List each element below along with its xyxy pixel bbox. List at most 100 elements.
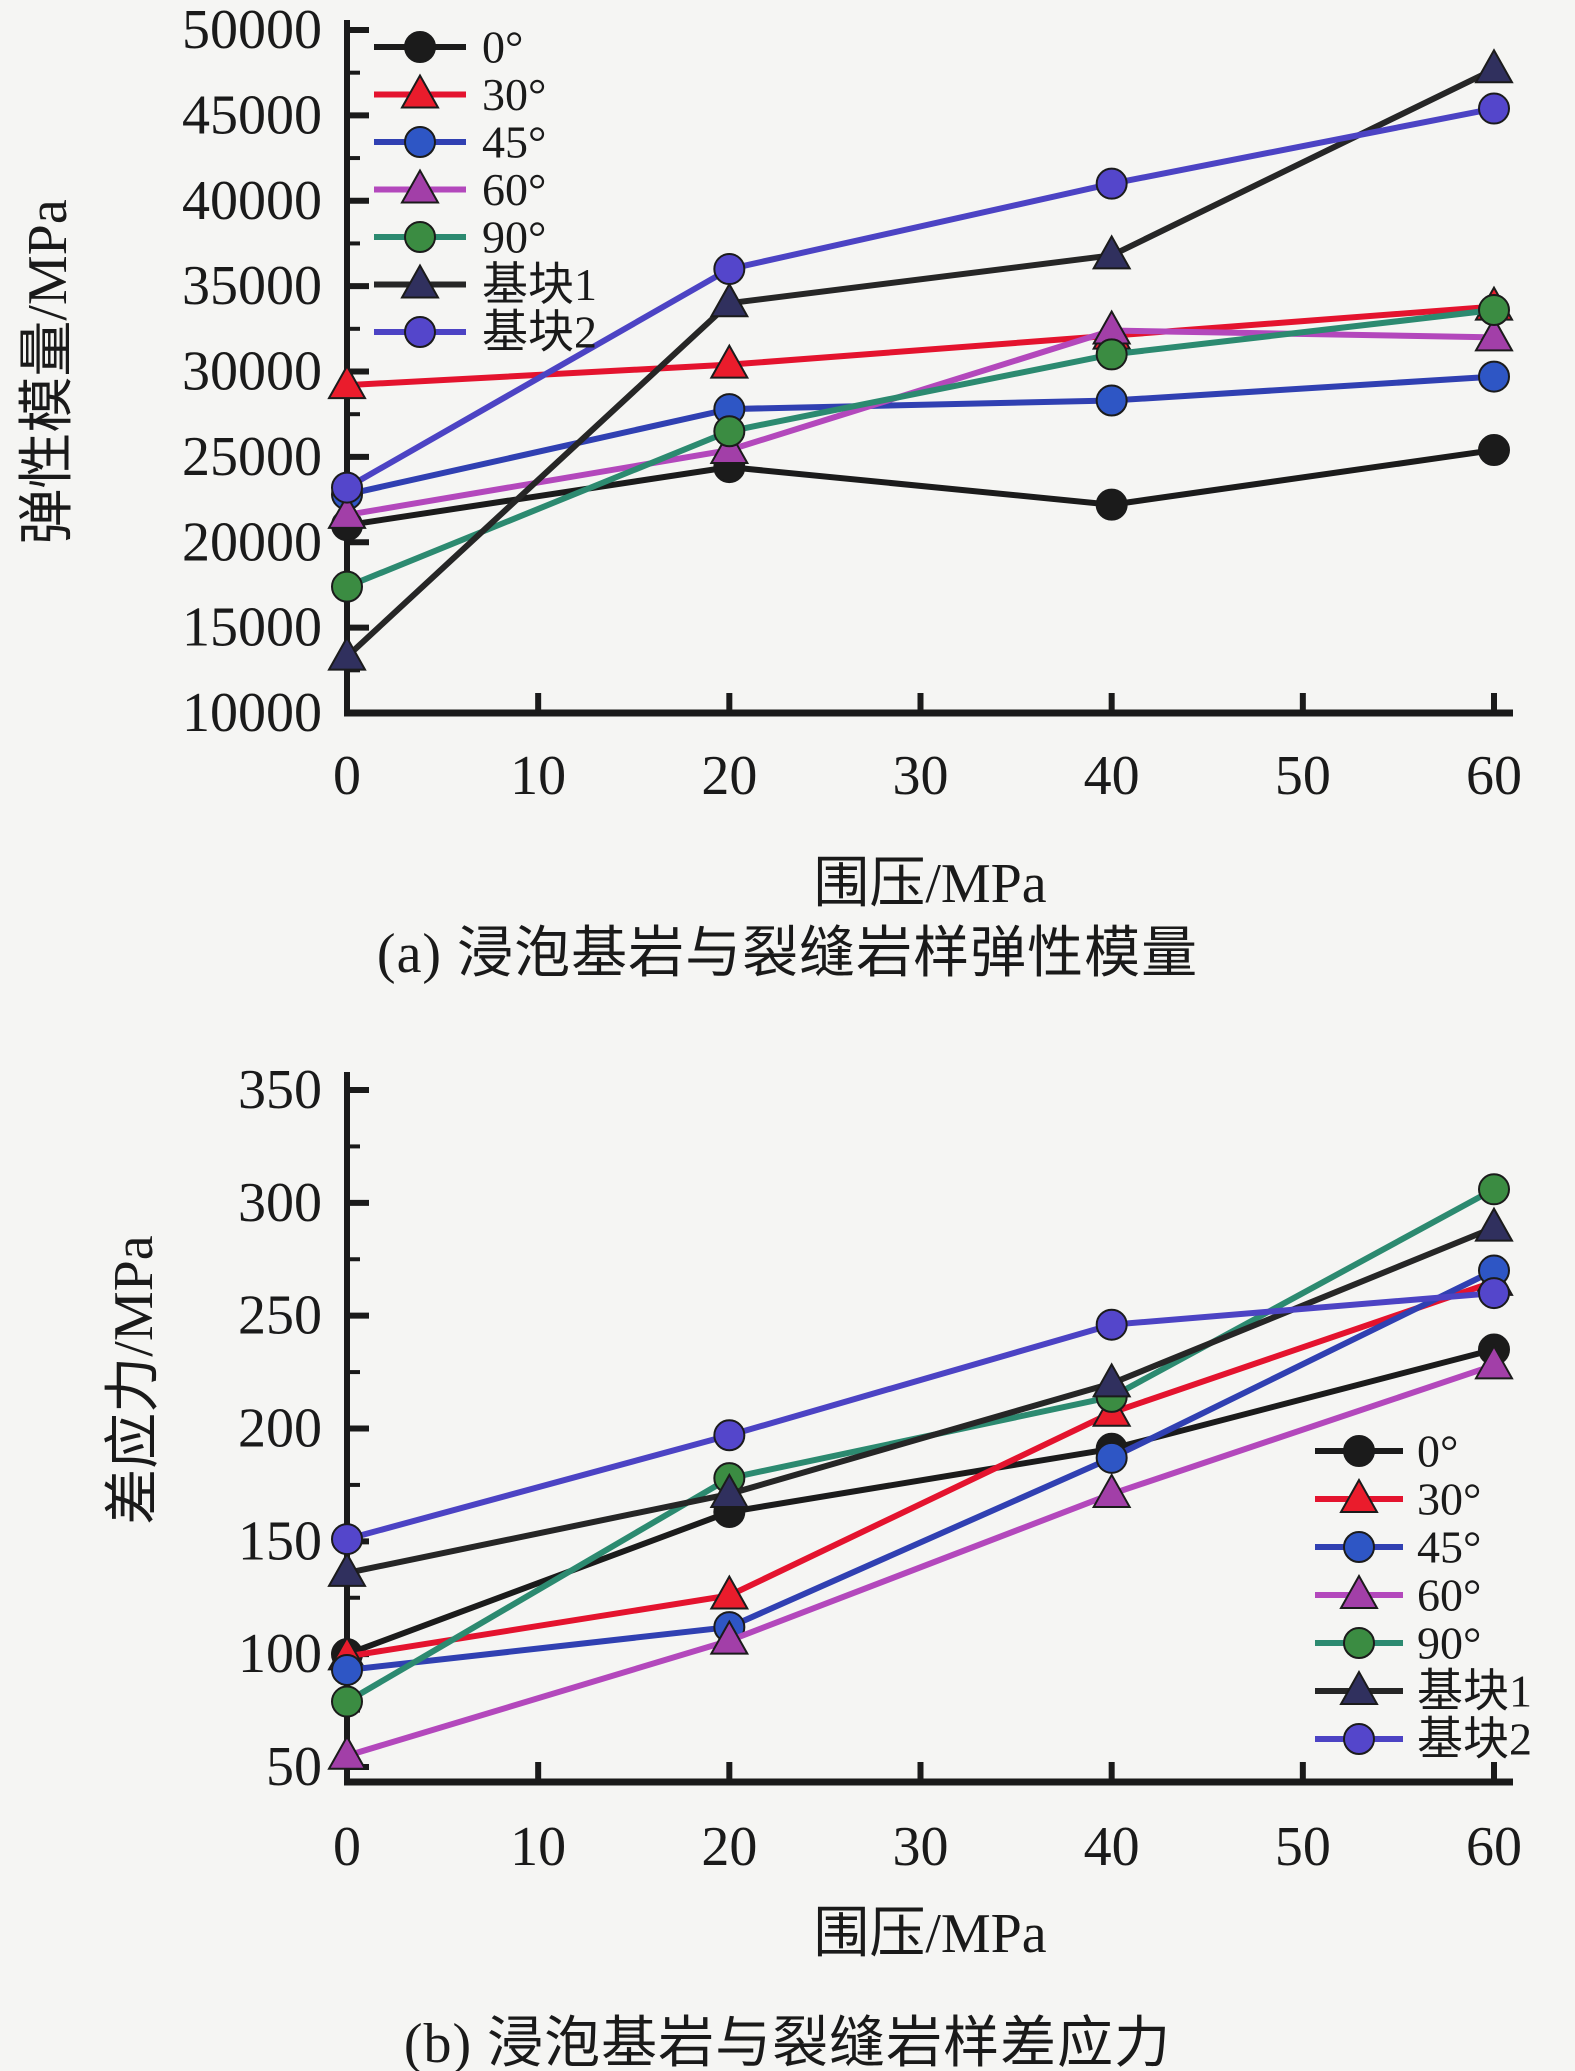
legend-marker-60° [400, 168, 440, 204]
series-marker-60° [1091, 1472, 1132, 1508]
x-tick-label: 50 [1275, 1816, 1331, 1878]
series-marker-基块2 [713, 253, 746, 286]
x-tick-label: 10 [510, 1816, 566, 1878]
series-marker-45° [1478, 360, 1510, 393]
series-line-基块1 [344, 66, 1496, 659]
series-marker-基块1 [1474, 48, 1514, 84]
y-tick-label: 100 [238, 1623, 322, 1685]
chart-a: 10000 15000 20000 25000 30000 35000 40000 45000… [17, 0, 1522, 915]
series-marker-90° [1478, 294, 1510, 327]
series-marker-90° [331, 1685, 363, 1718]
legend-marker-30° [1339, 1477, 1379, 1513]
x-tick-label: 0 [333, 1816, 361, 1878]
legend-marker-60° [1339, 1573, 1379, 1609]
series-marker-60° [327, 1734, 367, 1770]
series-marker-0° [1095, 488, 1128, 521]
legend-marker-90° [1343, 1627, 1375, 1659]
x-tick-label: 10 [510, 745, 566, 807]
y-tick-label: 35000 [182, 255, 322, 317]
chart-b: 50 100 150 200 250 300 350 0 10 20 30 40 50 60 围压/MPa 差… [103, 1059, 1532, 1965]
y-tick-label: 10000 [182, 682, 322, 744]
series-marker-90° [1478, 1173, 1510, 1206]
series-marker-基块1 [1474, 1206, 1514, 1242]
series-line-90° [345, 1186, 1496, 1705]
series-基块2 [331, 1277, 1510, 1556]
series-marker-60° [327, 493, 367, 529]
x-axis-title: 围压/MPa [813, 853, 1046, 915]
x-tick-label: 30 [893, 745, 949, 807]
legend-label-30°: 30° [1417, 1474, 1481, 1525]
series-marker-基块1 [1091, 234, 1132, 270]
series-marker-基块1 [327, 635, 367, 671]
legend-item-0°: 0° [374, 22, 523, 73]
legend-label-基块1: 基块1 [482, 259, 597, 310]
legend-marker-45° [404, 126, 436, 158]
series-marker-基块1 [709, 282, 750, 318]
legend-label-90°: 90° [1417, 1618, 1481, 1669]
legend-item-基块2: 基块2 [374, 307, 597, 358]
axes-b [344, 1072, 1513, 1786]
y-tick-label: 50000 [182, 0, 322, 61]
series-marker-基块2 [713, 1419, 746, 1452]
legend-marker-基块1 [1339, 1669, 1379, 1705]
legend-item-30°: 30° [374, 69, 546, 120]
legend-item-60°: 60° [1315, 1570, 1481, 1621]
series-line-60° [346, 1362, 1495, 1759]
x-tick-label: 40 [1084, 745, 1140, 807]
y-tick-label: 20000 [182, 511, 322, 573]
legend-label-60°: 60° [482, 164, 546, 215]
legend-marker-基块1 [400, 263, 440, 299]
series-marker-90° [1095, 338, 1128, 371]
series-marker-90° [713, 415, 746, 448]
series-line-45° [346, 1267, 1496, 1673]
y-tick-label: 200 [238, 1398, 322, 1460]
series-marker-基块2 [331, 471, 363, 504]
x-tick-label: 60 [1466, 1816, 1522, 1878]
series-marker-基块1 [709, 1472, 750, 1508]
legend-item-基块1: 基块1 [1315, 1666, 1532, 1717]
series-line-0° [346, 447, 1495, 529]
x-tick-label: 50 [1275, 745, 1331, 807]
y-tick-label: 45000 [182, 84, 322, 146]
legend-item-基块1: 基块1 [374, 259, 597, 310]
series-marker-60° [709, 1619, 750, 1655]
series-line-90° [345, 307, 1495, 590]
y-tick-label: 300 [238, 1172, 322, 1234]
x-tick-label: 0 [333, 745, 361, 807]
series-基块2 [331, 92, 1510, 504]
series-45° [331, 360, 1510, 511]
series-line-30° [346, 1278, 1495, 1660]
legend-item-45°: 45° [1315, 1522, 1481, 1573]
series-line-0° [345, 1346, 1495, 1657]
legend-marker-基块2 [404, 316, 436, 348]
x-tick-label: 40 [1084, 1816, 1140, 1878]
legend-item-90°: 90° [1315, 1618, 1481, 1669]
series-90° [331, 1173, 1510, 1718]
series-marker-45° [1095, 384, 1128, 417]
x-tick-label: 20 [701, 1816, 757, 1878]
series-基块1 [327, 48, 1514, 671]
legend-item-基块2: 基块2 [1315, 1714, 1532, 1765]
series-60° [327, 1344, 1514, 1770]
series-marker-基块1 [327, 1551, 367, 1587]
series-基块1 [327, 1206, 1514, 1587]
legend-marker-30° [400, 73, 440, 109]
legend-label-90°: 90° [482, 212, 546, 263]
series-marker-60° [1474, 316, 1514, 352]
legend-label-0°: 0° [482, 22, 523, 73]
legend-label-30°: 30° [482, 69, 546, 120]
x-ticks-a: 0 10 20 30 40 50 60 [333, 693, 1522, 807]
series-line-基块2 [345, 105, 1495, 491]
x-tick-label: 30 [893, 1816, 949, 1878]
legend-label-45°: 45° [1417, 1522, 1481, 1573]
series-marker-0° [1478, 434, 1510, 467]
series-line-45° [346, 373, 1495, 498]
legend-label-基块1: 基块1 [1417, 1666, 1532, 1717]
y-tick-label: 40000 [182, 170, 322, 232]
series-marker-基块1 [1091, 1362, 1132, 1398]
caption-a: (a) 浸泡基岩与裂缝岩样弹性模量 [376, 923, 1199, 985]
y-ticks-b: 50 100 150 200 250 300 350 [238, 1059, 369, 1798]
